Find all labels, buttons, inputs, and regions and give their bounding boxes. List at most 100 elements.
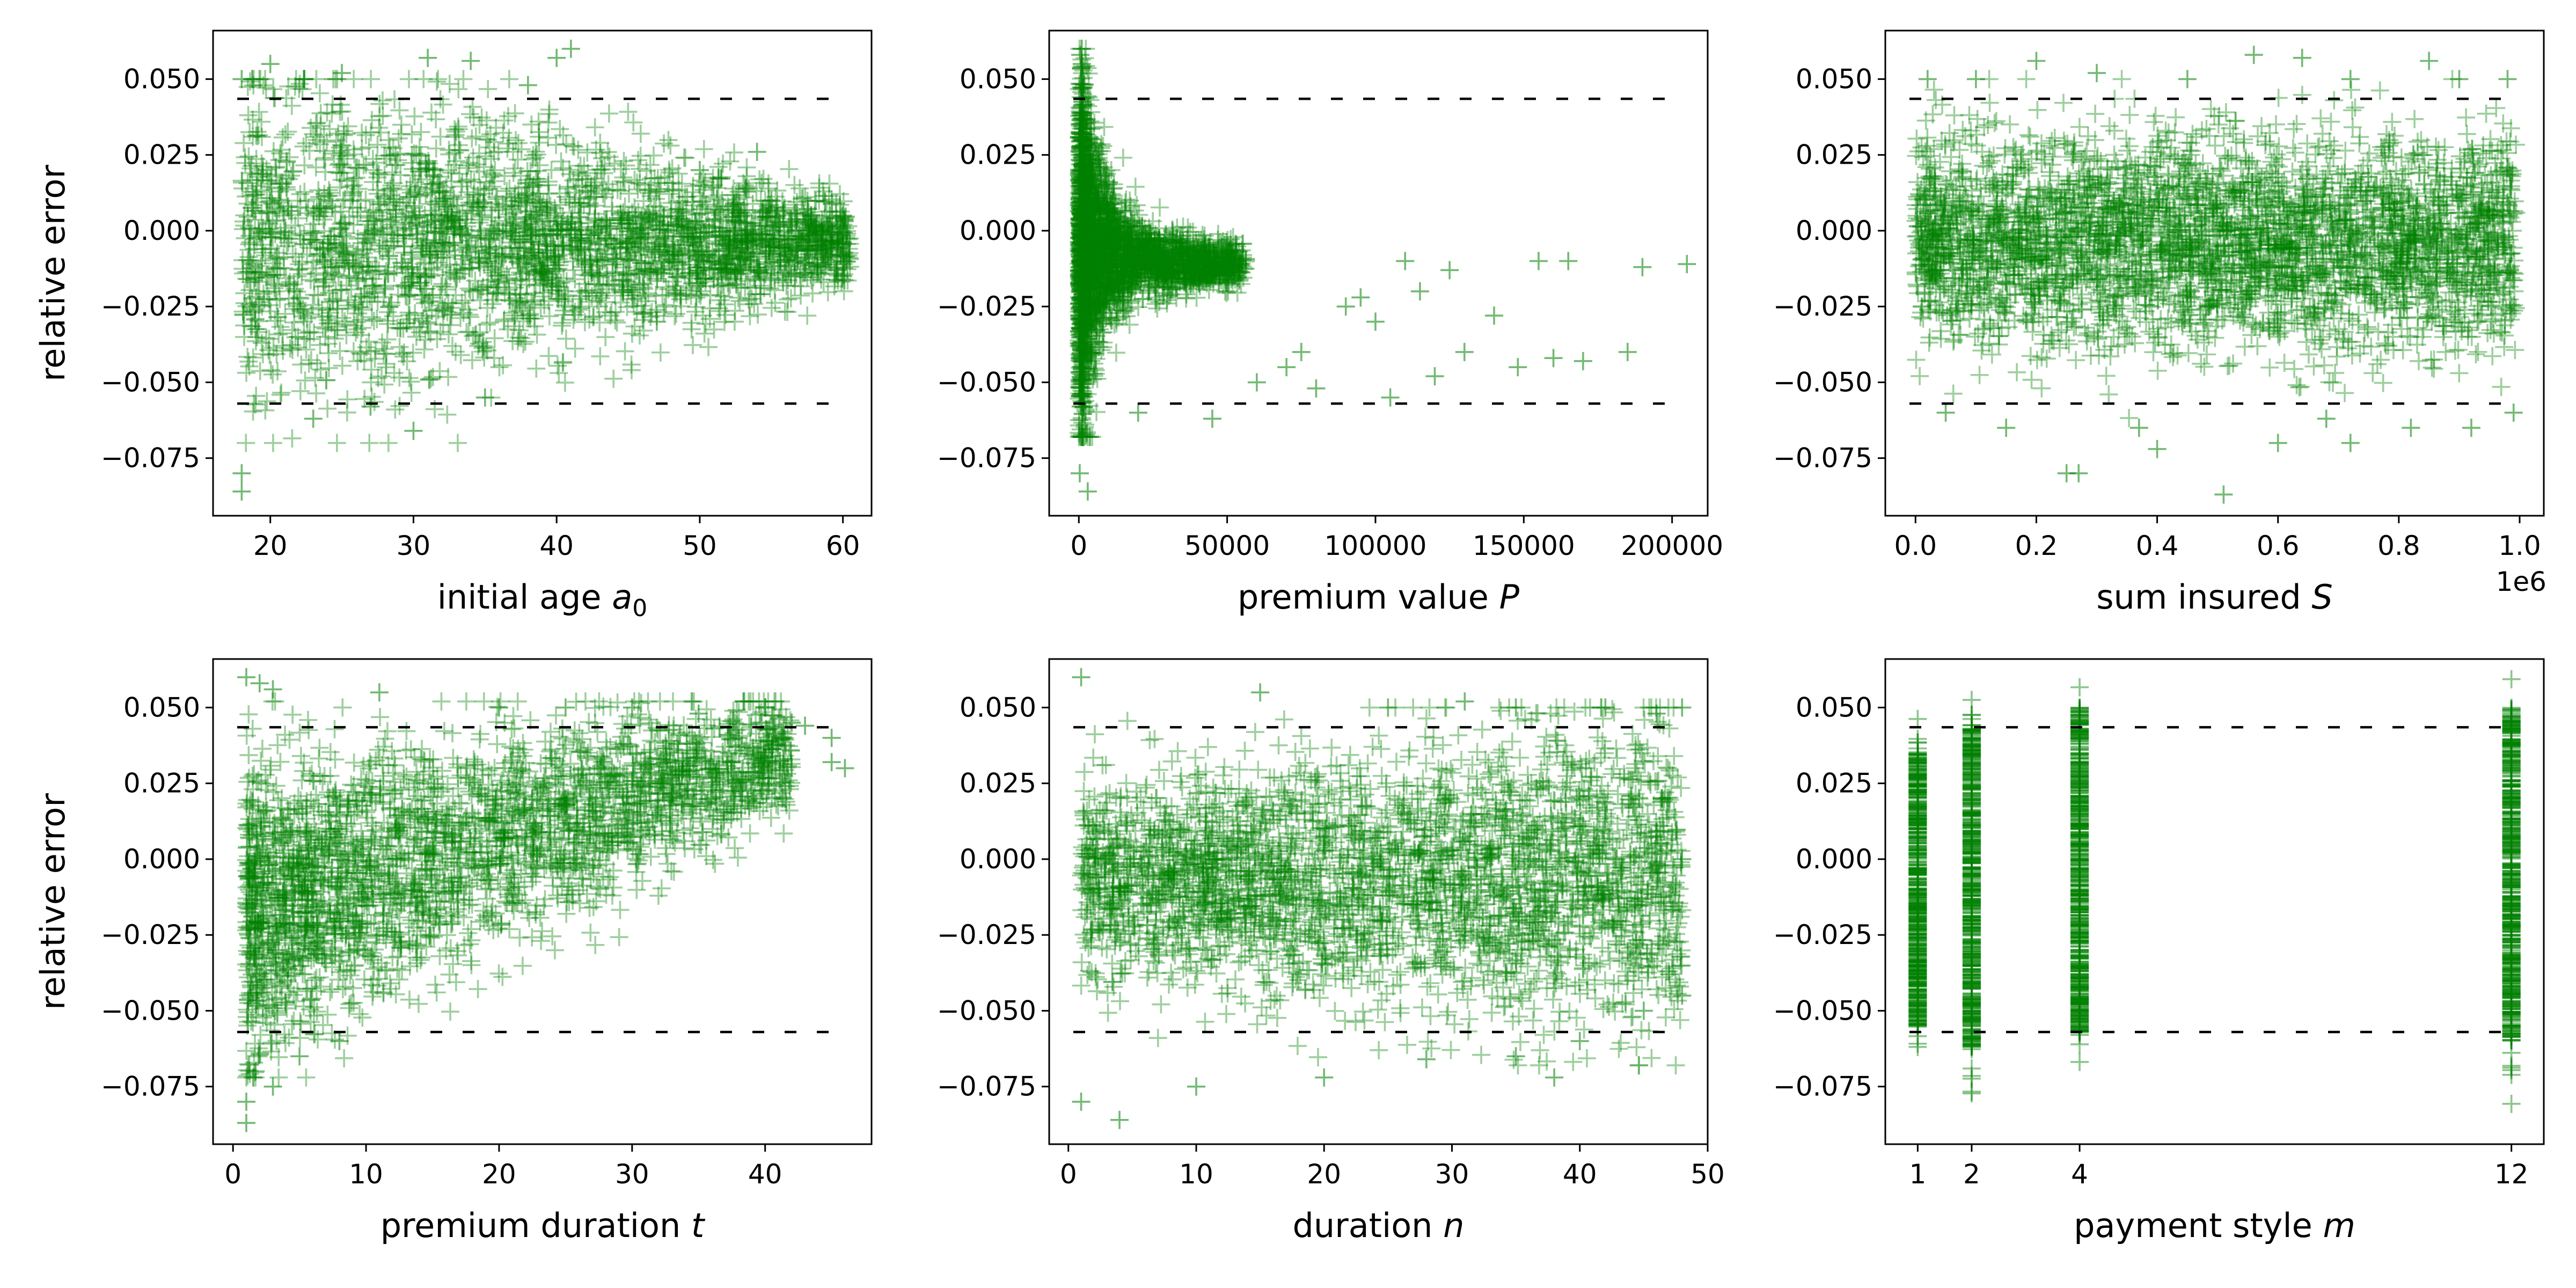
- data-point: [414, 286, 433, 304]
- data-point: [613, 230, 632, 248]
- data-point: [280, 229, 298, 248]
- data-point: [473, 333, 492, 352]
- data-point: [295, 70, 313, 89]
- data-point: [779, 261, 798, 280]
- data-point: [402, 267, 421, 286]
- data-point: [699, 245, 718, 264]
- data-point: [245, 230, 264, 249]
- data-point: [301, 222, 320, 240]
- data-point: [375, 375, 394, 394]
- data-point: [687, 206, 706, 224]
- data-point: [686, 302, 705, 321]
- data-point: [685, 227, 704, 246]
- data-point: [534, 194, 553, 213]
- data-point: [692, 193, 711, 211]
- data-point: [635, 280, 654, 298]
- y-tick-label: 0.000: [123, 215, 200, 246]
- data-point: [741, 257, 760, 275]
- data-point: [817, 235, 836, 253]
- data-point: [332, 158, 351, 177]
- data-point: [243, 317, 261, 336]
- data-point: [664, 227, 683, 246]
- data-point: [374, 106, 392, 125]
- data-point: [698, 204, 717, 223]
- data-point: [290, 288, 309, 307]
- data-point: [304, 206, 323, 224]
- data-point: [816, 250, 835, 269]
- data-point: [394, 319, 413, 338]
- data-point: [634, 224, 653, 243]
- data-point: [597, 210, 616, 229]
- data-point: [524, 146, 543, 165]
- data-point: [427, 72, 446, 91]
- data-point: [275, 229, 294, 248]
- data-point: [372, 333, 391, 352]
- data-point: [318, 258, 337, 277]
- data-point: [471, 222, 490, 241]
- data-point: [591, 347, 610, 365]
- data-point: [641, 180, 660, 199]
- data-point: [412, 286, 431, 305]
- data-point: [744, 236, 763, 255]
- data-point: [525, 243, 544, 262]
- data-point: [245, 239, 264, 258]
- data-point: [586, 196, 605, 215]
- data-point: [760, 238, 779, 257]
- data-point: [459, 153, 478, 172]
- data-point: [783, 239, 802, 258]
- data-point: [308, 190, 326, 209]
- data-point: [814, 237, 832, 255]
- data-point: [612, 211, 631, 230]
- data-point: [770, 238, 789, 257]
- data-point: [510, 230, 529, 249]
- data-point: [723, 231, 742, 250]
- data-point: [538, 232, 557, 251]
- data-point: [269, 325, 288, 344]
- data-point: [594, 185, 612, 203]
- data-point: [582, 183, 601, 202]
- data-point: [265, 279, 284, 298]
- data-point: [375, 225, 393, 244]
- data-point: [427, 233, 445, 252]
- data-point: [749, 305, 767, 324]
- data-point: [283, 429, 302, 448]
- data-point: [260, 219, 279, 238]
- data-point: [726, 214, 745, 232]
- data-point: [539, 347, 558, 365]
- data-point: [516, 219, 535, 238]
- data-point: [691, 286, 710, 305]
- data-point: [591, 217, 610, 236]
- data-point: [737, 178, 756, 196]
- data-point: [713, 275, 732, 294]
- data-point: [475, 254, 494, 273]
- data-point: [306, 158, 325, 177]
- data-point: [494, 222, 513, 240]
- data-point: [312, 199, 331, 217]
- data-point: [777, 240, 796, 259]
- data-point: [800, 226, 819, 245]
- data-point: [550, 184, 569, 203]
- data-point: [580, 197, 599, 216]
- data-point: [292, 355, 311, 374]
- data-point: [635, 260, 654, 279]
- data-point: [440, 145, 459, 164]
- data-point: [614, 152, 633, 171]
- data-point: [624, 113, 643, 132]
- data-point: [566, 231, 585, 250]
- data-point: [441, 255, 459, 274]
- data-point: [807, 216, 826, 235]
- data-point: [445, 225, 464, 244]
- data-point: [253, 297, 272, 316]
- data-point: [520, 212, 539, 231]
- data-point: [405, 107, 424, 126]
- data-point: [631, 218, 649, 237]
- data-point: [654, 265, 673, 283]
- data-point: [743, 235, 762, 253]
- data-point: [750, 224, 769, 243]
- data-point: [402, 215, 421, 234]
- data-point: [832, 207, 851, 226]
- data-point: [244, 186, 262, 205]
- data-point: [272, 383, 291, 402]
- data-point: [729, 182, 748, 201]
- data-point: [598, 245, 617, 264]
